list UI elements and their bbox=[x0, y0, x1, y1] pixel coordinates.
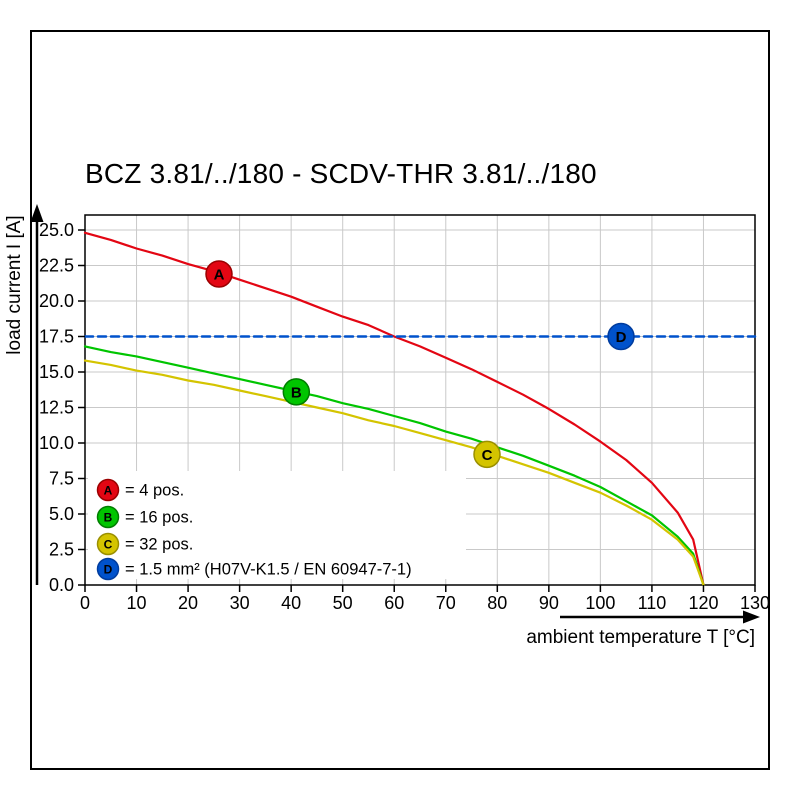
y-tick-label: 7.5 bbox=[49, 469, 74, 489]
x-tick-label: 50 bbox=[333, 593, 353, 613]
y-tick-label: 0.0 bbox=[49, 575, 74, 595]
y-tick-label: 2.5 bbox=[49, 540, 74, 560]
x-tick-label: 100 bbox=[585, 593, 615, 613]
legend-marker-letter-C: C bbox=[104, 538, 113, 552]
legend-background bbox=[88, 471, 466, 579]
x-tick-label: 80 bbox=[487, 593, 507, 613]
y-tick-label: 15.0 bbox=[39, 362, 74, 382]
curve-A bbox=[83, 231, 705, 587]
legend-marker-C bbox=[96, 532, 120, 556]
legend-label-B: = 16 pos. bbox=[125, 509, 193, 527]
x-tick-label: 0 bbox=[80, 593, 90, 613]
x-tick-label: 130 bbox=[740, 593, 770, 613]
x-axis-label: ambient temperature T [°C] bbox=[526, 627, 755, 648]
x-tick-label: 110 bbox=[638, 593, 667, 613]
marker-letter-D: D bbox=[616, 329, 627, 346]
legend-marker-letter-A: A bbox=[104, 484, 113, 498]
x-tick-label: 30 bbox=[230, 593, 250, 613]
y-tick-label: 12.5 bbox=[39, 398, 74, 418]
legend-marker-D bbox=[96, 557, 120, 581]
y-axis-arrowhead-icon bbox=[30, 204, 44, 222]
x-tick-label: 90 bbox=[539, 593, 559, 613]
y-axis-label: load current I [A] bbox=[4, 215, 25, 354]
curve-C bbox=[83, 359, 705, 587]
marker-letter-B: B bbox=[291, 384, 302, 401]
x-tick-label: 60 bbox=[384, 593, 404, 613]
marker-B bbox=[282, 378, 311, 406]
y-tick-label: 17.5 bbox=[39, 327, 74, 347]
y-tick-label: 5.0 bbox=[49, 504, 74, 524]
marker-letter-C: C bbox=[482, 447, 493, 464]
legend-marker-letter-B: B bbox=[104, 511, 113, 525]
x-tick-label: 10 bbox=[127, 593, 147, 613]
y-tick-label: 25.0 bbox=[39, 220, 74, 240]
y-tick-label: 10.0 bbox=[39, 433, 74, 453]
legend-marker-B bbox=[96, 505, 120, 529]
x-tick-label: 20 bbox=[178, 593, 198, 613]
marker-A bbox=[205, 260, 233, 288]
x-tick-label: 40 bbox=[281, 593, 301, 613]
x-axis-arrowhead-icon bbox=[743, 610, 760, 624]
x-tick-label: 70 bbox=[436, 593, 456, 613]
legend-marker-letter-D: D bbox=[104, 563, 113, 577]
legend-marker-A bbox=[96, 478, 120, 502]
y-tick-label: 22.5 bbox=[39, 256, 74, 276]
marker-D bbox=[607, 322, 635, 351]
marker-C bbox=[473, 440, 501, 469]
legend-label-A: = 4 pos. bbox=[125, 482, 184, 500]
chart-title: BCZ 3.81/../180 - SCDV-THR 3.81/../180 bbox=[85, 158, 597, 189]
y-tick-label: 20.0 bbox=[39, 291, 74, 311]
legend-label-C: = 32 pos. bbox=[125, 536, 193, 554]
x-tick-label: 120 bbox=[688, 593, 718, 613]
plot-border bbox=[84, 214, 756, 586]
curve-B bbox=[83, 345, 705, 587]
marker-letter-A: A bbox=[214, 267, 225, 284]
legend-label-D: = 1.5 mm² (H07V-K1.5 / EN 60947-7-1) bbox=[125, 561, 412, 579]
